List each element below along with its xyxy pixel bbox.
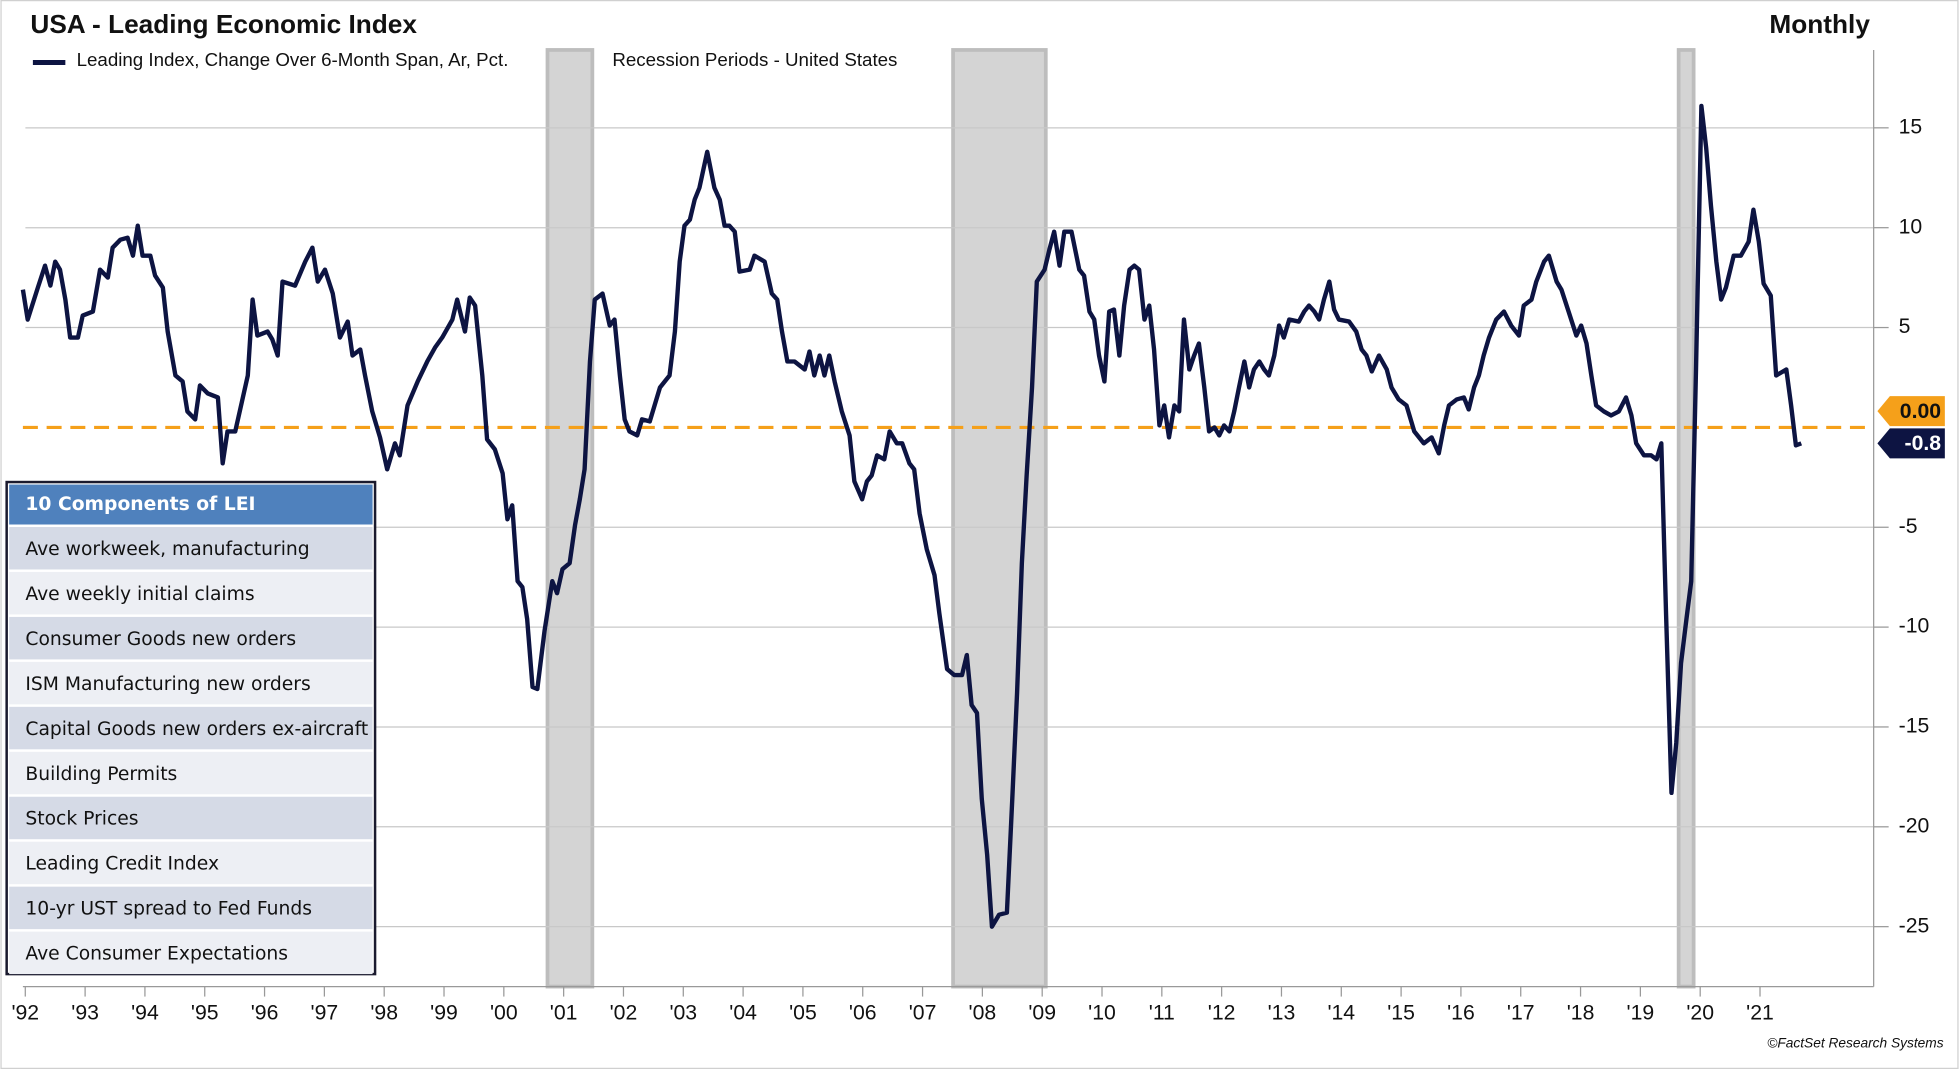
table-cell: Leading Credit Index xyxy=(25,854,219,875)
y-tick-label: 15 xyxy=(1899,115,1923,138)
x-tick-label: '94 xyxy=(131,1002,159,1025)
x-tick-label: '06 xyxy=(849,1002,877,1025)
x-tick-label: '92 xyxy=(11,1002,39,1025)
x-tick-label: '13 xyxy=(1268,1002,1296,1025)
table-row xyxy=(9,571,373,615)
source: ©FactSet Research Systems xyxy=(1767,1036,1943,1051)
data-line xyxy=(20,103,1803,929)
table-cell: Ave weekly initial claims xyxy=(25,584,254,605)
annotation-label: -0.8 xyxy=(1905,432,1942,455)
legend-label: Leading Index, Change Over 6-Month Span,… xyxy=(77,49,509,70)
annotation-label: 0.00 xyxy=(1900,400,1941,423)
x-tick-label: '08 xyxy=(969,1002,997,1025)
x-tick-label: '04 xyxy=(729,1002,757,1025)
x-tick-label: '98 xyxy=(370,1002,398,1025)
y-tick-label: 10 xyxy=(1899,215,1923,238)
y-tick-label: -15 xyxy=(1899,715,1930,738)
table-cell: ISM Manufacturing new orders xyxy=(25,674,310,695)
y-tick-label: -20 xyxy=(1899,814,1930,837)
x-tick-label: '03 xyxy=(669,1002,697,1025)
y-tick-label: 5 xyxy=(1899,315,1911,338)
y-tick-label: -25 xyxy=(1899,914,1930,937)
table-cell: Capital Goods new orders ex-aircraft xyxy=(25,719,368,740)
table-cell: Building Permits xyxy=(25,764,177,785)
table-row xyxy=(9,751,373,795)
x-tick-label: '15 xyxy=(1387,1002,1415,1025)
x-tick-label: '11 xyxy=(1149,1002,1175,1025)
y-tick-label: -10 xyxy=(1899,615,1930,638)
x-tick-label: '12 xyxy=(1208,1002,1236,1025)
x-tick-label: '07 xyxy=(909,1002,937,1025)
legend-label: Recession Periods - United States xyxy=(612,49,897,70)
annotation-box xyxy=(1877,428,1945,459)
x-tick-label: '05 xyxy=(789,1002,817,1025)
table-cell: 10-yr UST spread to Fed Funds xyxy=(25,899,312,920)
x-tick-label: '14 xyxy=(1327,1002,1355,1025)
x-tick-label: '09 xyxy=(1028,1002,1056,1025)
table-cell: Ave Consumer Expectations xyxy=(25,944,288,965)
x-tick-label: '18 xyxy=(1567,1002,1595,1025)
table-row xyxy=(9,706,373,750)
chart-subtitle: Monthly xyxy=(1769,9,1870,39)
x-tick-label: '02 xyxy=(610,1002,638,1025)
x-tick-label: '96 xyxy=(251,1002,279,1025)
x-tick-label: '10 xyxy=(1088,1002,1116,1025)
table-header-text: 10 Components of LEI xyxy=(25,494,255,515)
table-cell: Ave workweek, manufacturing xyxy=(25,539,309,560)
x-tick-label: '93 xyxy=(71,1002,99,1025)
table-row xyxy=(9,931,373,975)
x-tick-label: '00 xyxy=(490,1002,518,1025)
x-tick-label: '95 xyxy=(191,1002,219,1025)
annotation-box xyxy=(1877,396,1945,427)
x-tick-label: '21 xyxy=(1746,1002,1774,1025)
table-row xyxy=(9,841,373,885)
table-cell: Consumer Goods new orders xyxy=(25,629,296,650)
legend-swatch xyxy=(581,53,590,72)
x-tick-label: '97 xyxy=(311,1002,339,1025)
x-tick-label: '20 xyxy=(1686,1002,1714,1025)
x-tick-label: '16 xyxy=(1447,1002,1475,1025)
table-row xyxy=(9,527,373,570)
table-row xyxy=(9,796,373,840)
table-cell: Stock Prices xyxy=(25,809,138,830)
y-tick-label: -5 xyxy=(1899,515,1918,538)
x-tick-label: '99 xyxy=(430,1002,458,1025)
chart-title: USA - Leading Economic Index xyxy=(30,9,417,39)
recession-band xyxy=(951,48,1048,989)
x-tick-label: '17 xyxy=(1507,1002,1535,1025)
x-tick-label: '01 xyxy=(550,1002,578,1025)
table-row xyxy=(9,616,373,660)
table-header xyxy=(9,484,373,525)
table-row xyxy=(9,886,373,930)
x-tick-label: '19 xyxy=(1627,1002,1655,1025)
recession-band xyxy=(545,48,595,989)
table-row xyxy=(9,661,373,705)
